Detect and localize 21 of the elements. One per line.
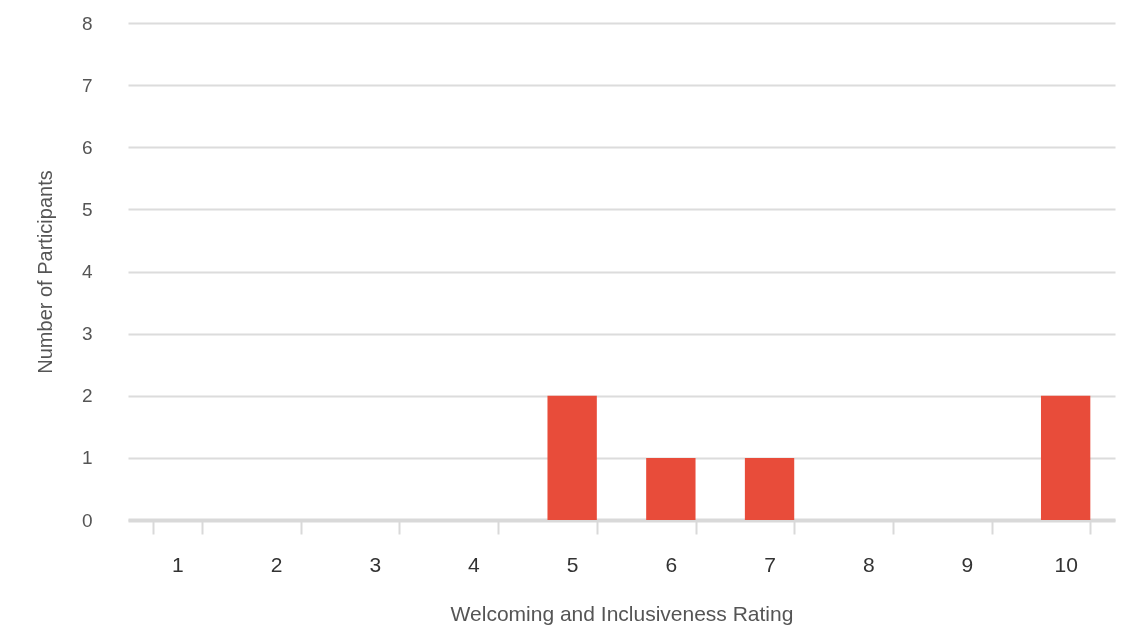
x-tick-label: 9 — [961, 552, 974, 576]
x-tick-label: 8 — [862, 552, 875, 576]
x-tick-label: 10 — [1054, 552, 1078, 576]
x-tick-label: 7 — [764, 552, 776, 576]
x-tick-label: 6 — [665, 552, 678, 576]
y-tick-label: 3 — [81, 323, 93, 345]
y-tick-label: 4 — [81, 261, 93, 282]
x-tick-label: 3 — [369, 552, 382, 576]
x-tick-label: 4 — [468, 552, 481, 576]
y-tick-label: 5 — [81, 198, 93, 220]
y-tick-label: 0 — [81, 509, 93, 531]
x-tick-label: 5 — [566, 552, 579, 576]
x-axis-title: Welcoming and Inclusiveness Rating — [450, 601, 794, 625]
y-tick-label: 8 — [81, 12, 93, 34]
y-tick-label: 6 — [81, 136, 93, 158]
y-axis-title: Number of Participants — [33, 170, 56, 374]
x-tick-label: 2 — [270, 552, 283, 576]
y-tick-label: 7 — [81, 74, 93, 96]
x-tick-label: 1 — [172, 552, 184, 576]
y-tick-label: 1 — [81, 447, 93, 469]
y-tick-label: 2 — [81, 385, 93, 407]
